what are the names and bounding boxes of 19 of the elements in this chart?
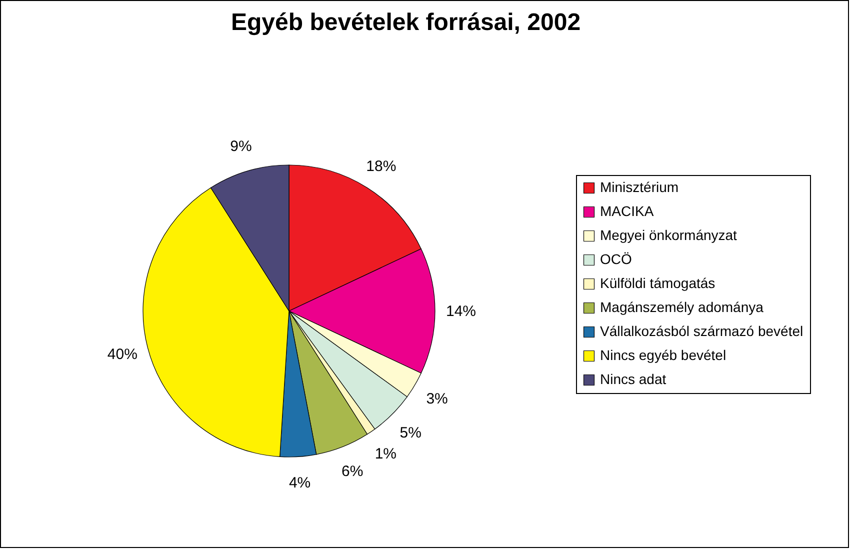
legend-label: OCÖ xyxy=(600,251,632,267)
legend-label: Minisztérium xyxy=(600,179,679,195)
data-label: 4% xyxy=(288,474,311,492)
data-label: 40% xyxy=(107,346,138,363)
data-label: 1% xyxy=(374,445,397,462)
legend-label: Magánszemély adománya xyxy=(600,299,764,315)
legend-label: Külföldi támogatás xyxy=(600,275,716,291)
legend-label: Nincs egyéb bevétel xyxy=(600,347,726,363)
data-label: 14% xyxy=(446,303,476,320)
legend-label: Megyei önkormányzat xyxy=(600,227,738,243)
data-label: 5% xyxy=(400,424,422,442)
chart-title: Egyéb bevételek forrásai, 2002 xyxy=(231,9,581,36)
data-label: 3% xyxy=(426,390,448,408)
data-label: 18% xyxy=(366,158,396,175)
legend-label: Nincs adat xyxy=(600,371,666,387)
data-label: 9% xyxy=(230,138,252,155)
data-label: 6% xyxy=(341,462,364,480)
legend-label: MACIKA xyxy=(600,203,654,219)
legend-label: Vállalkozásból származó bevétel xyxy=(600,323,804,339)
